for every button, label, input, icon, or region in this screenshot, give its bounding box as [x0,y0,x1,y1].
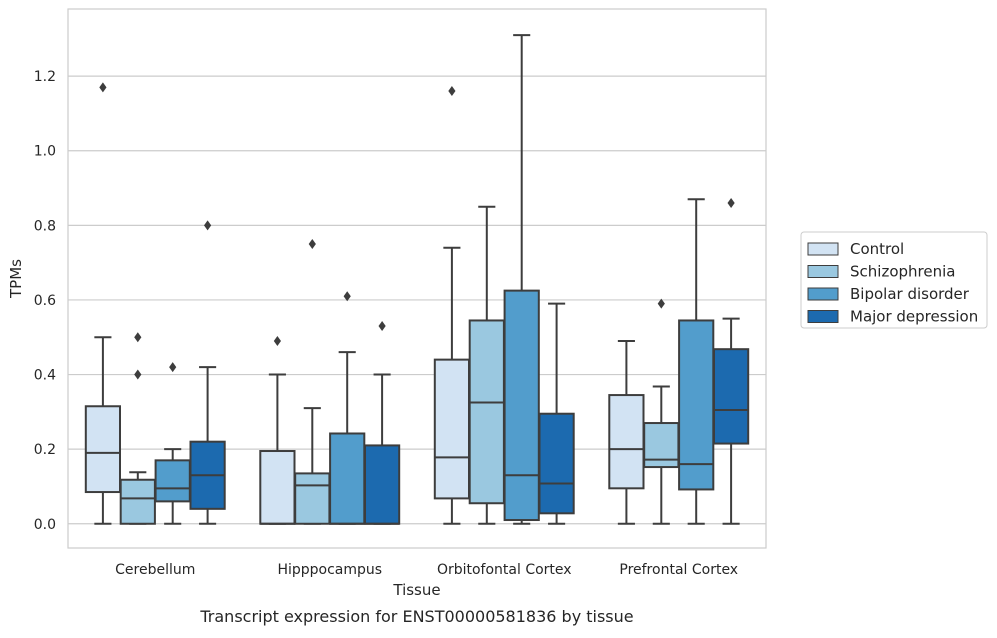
outlier-point [273,335,281,346]
y-axis-label: TPMs [7,259,25,299]
box [678,198,715,525]
legend-label: Bipolar disorder [850,285,970,303]
y-tick-label: 0.2 [34,442,56,458]
x-tick-labels: Cerebellum Hipppocampus Orbitofontal Corte… [115,562,738,578]
y-tick-labels: 0.0 0.2 0.4 0.6 0.8 1.0 1.2 [34,69,56,533]
box [84,82,122,525]
legend-label: Major depression [850,308,978,326]
box-iqr [119,478,156,525]
outlier-point [134,369,142,380]
box [363,321,401,525]
box-iqr [538,412,575,515]
y-tick-label: 1.0 [34,144,56,160]
legend-label: Control [850,240,904,258]
x-tick-label: Orbitofontal Cortex [437,562,572,578]
box [189,220,226,525]
series-group [189,197,750,525]
box-iqr [84,405,122,494]
outlier-point [99,82,107,93]
box [259,335,296,525]
box-iqr [294,472,331,525]
outlier-point [727,197,735,208]
box [608,339,645,525]
box-iqr [712,348,750,445]
box-iqr [608,394,645,490]
box [433,86,471,525]
x-tick-label: Hipppocampus [277,562,382,578]
outlier-point [204,220,212,231]
outlier-point [134,332,142,343]
legend-swatch [807,310,839,323]
box [712,197,750,525]
legend-item: Schizophrenia [807,263,955,281]
legend-label: Schizophrenia [850,263,955,281]
series-group [154,34,715,525]
y-tick-label: 0.0 [34,517,56,533]
box-iqr [154,459,191,503]
box [538,302,575,525]
outlier-point [308,238,316,249]
box-iqr [329,432,366,525]
legend-swatch [807,287,839,301]
legend-frame [800,231,988,329]
y-tick-label: 0.6 [34,293,56,309]
box [329,291,366,525]
chart-caption: Transcript expression for ENST0000058183… [199,607,633,626]
legend-item: Control [807,240,904,258]
outlier-point [378,321,386,332]
gridlines [68,75,766,525]
plot-frame [67,8,767,549]
legend-item: Bipolar disorder [807,285,970,303]
box-iqr [468,319,505,505]
y-tick-label: 0.4 [34,368,56,384]
legend-swatch [807,265,839,278]
box [643,298,680,525]
y-tick-label: 0.8 [34,218,56,234]
box [154,362,191,525]
outlier-point [169,362,177,373]
outlier-point [343,291,351,302]
box [468,205,505,525]
x-tick-label: Prefrontal Cortex [619,562,738,578]
box-iqr [503,289,540,522]
box [503,34,540,525]
outlier-point [657,298,665,309]
legend-item: Major depression [807,308,978,326]
box-iqr [363,444,401,525]
x-tick-label: Cerebellum [115,562,195,578]
box-iqr [259,450,296,525]
box-plot-series [84,34,750,525]
box-iqr [433,358,471,500]
box [294,238,331,525]
box [119,332,156,525]
y-tick-label: 1.2 [34,69,56,85]
x-axis-label: Tissue [392,581,440,599]
outlier-point [448,86,456,97]
legend-swatch [807,242,839,256]
legend: Control Schizophrenia Bipolar disorder Majo… [800,231,988,329]
series-group [84,82,645,525]
